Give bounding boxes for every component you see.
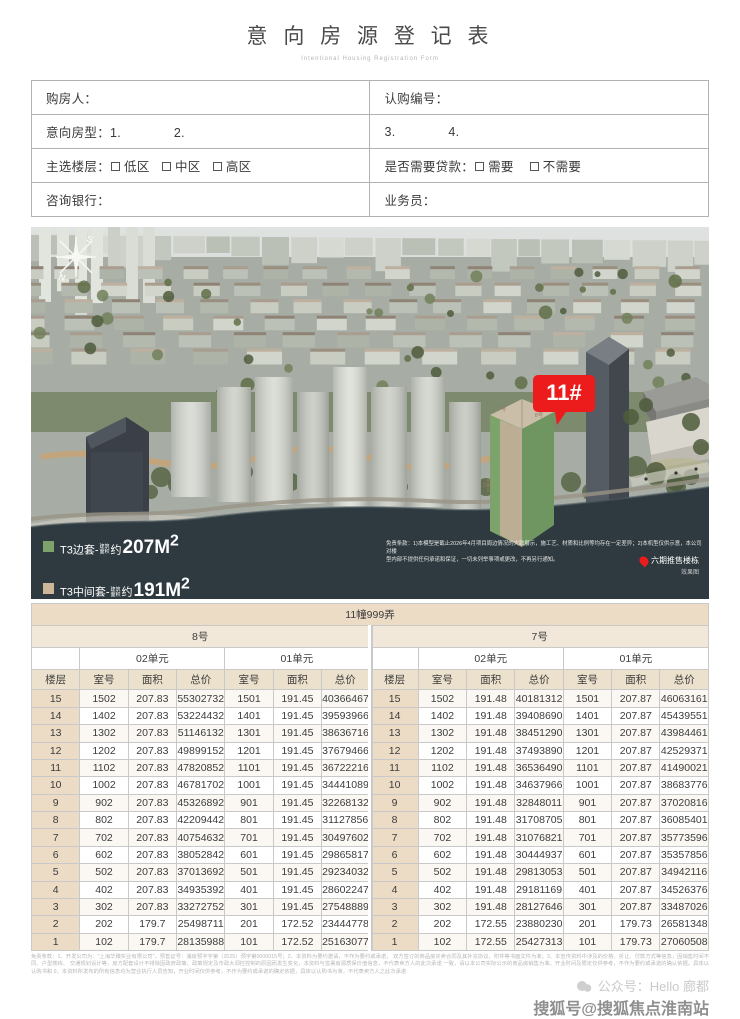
svg-text:11#: 11#: [546, 380, 582, 405]
svg-text:8号: 8号: [535, 412, 544, 419]
svg-text:7号: 7号: [498, 406, 507, 413]
